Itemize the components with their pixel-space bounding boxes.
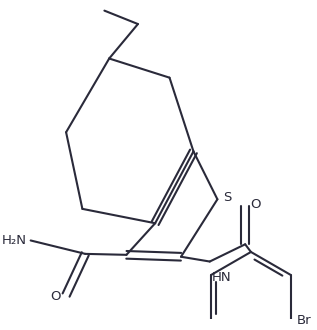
Text: O: O — [250, 198, 261, 211]
Text: H₂N: H₂N — [2, 234, 27, 247]
Text: S: S — [223, 191, 231, 204]
Text: HN: HN — [212, 271, 231, 284]
Text: Br: Br — [296, 314, 311, 327]
Text: O: O — [50, 290, 60, 304]
